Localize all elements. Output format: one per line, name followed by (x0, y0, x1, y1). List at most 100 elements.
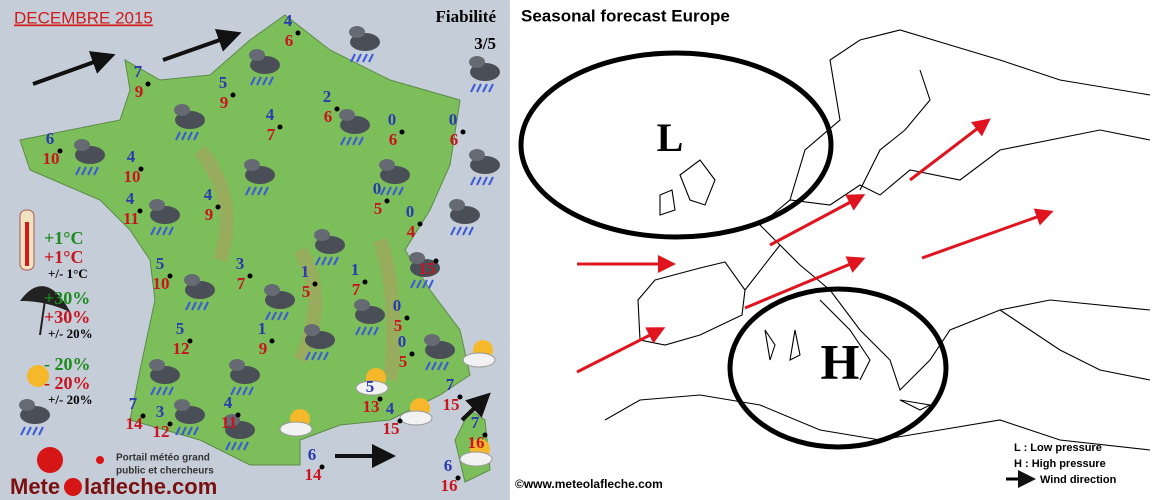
city (269, 338, 275, 344)
copyright: ©www.meteolafleche.com (515, 477, 663, 491)
city (404, 315, 410, 321)
cloud (355, 380, 389, 396)
city (319, 464, 325, 470)
reliability-label: Fiabilité (436, 7, 497, 26)
cloud (409, 252, 425, 264)
max-temp: 12 (173, 339, 190, 358)
city (167, 273, 173, 279)
high-pressure (727, 286, 949, 450)
rain (283, 311, 289, 321)
max-temp: 9 (259, 339, 268, 358)
min-temp: 7 (129, 394, 138, 413)
weather-icon (184, 274, 215, 311)
europe-title: Seasonal forecast Europe (521, 6, 730, 25)
rain (468, 226, 474, 236)
weather-icon (379, 159, 410, 196)
city (137, 208, 143, 214)
min-temp: 4 (126, 189, 135, 208)
rain (373, 326, 379, 336)
rain (356, 53, 362, 63)
brand: Mete (10, 474, 60, 499)
min-temp: 6 (444, 456, 453, 475)
rain (482, 83, 488, 93)
rain (156, 386, 162, 396)
min-temp: 0 (406, 202, 415, 221)
rain (251, 186, 257, 196)
cloud (224, 414, 240, 426)
cloud (264, 284, 280, 296)
min-temp: 5 (176, 319, 185, 338)
rain (162, 226, 168, 236)
legend-temperature: +1°C (44, 247, 83, 267)
max-temp: 10 (124, 167, 141, 186)
max-temp: 6 (324, 107, 333, 126)
weather-icon (174, 399, 205, 436)
rain (470, 83, 476, 93)
max-temp: 9 (135, 82, 144, 101)
rain (81, 166, 87, 176)
min-temp: 1 (351, 260, 360, 279)
rain (476, 176, 482, 186)
rain (265, 311, 271, 321)
logo-dot (64, 478, 82, 496)
legend-sunshine: +/- 20% (48, 392, 93, 407)
cloud (424, 334, 440, 346)
rain (191, 301, 197, 311)
legend-low: L : Low pressure (1014, 442, 1102, 454)
rain (327, 256, 333, 266)
cloud (462, 352, 496, 368)
rain (488, 176, 494, 186)
cloud (469, 56, 485, 68)
rain (482, 176, 488, 186)
weather-icon (354, 299, 385, 336)
city (145, 81, 151, 87)
city (409, 351, 415, 357)
rain (236, 386, 242, 396)
cloud (249, 49, 265, 61)
rain (231, 441, 237, 451)
weather-icon (449, 199, 480, 236)
max-temp: 7 (267, 125, 276, 144)
city (167, 421, 173, 427)
rain (150, 226, 156, 236)
rain (443, 361, 449, 371)
legend-sunshine: - 20% (44, 354, 91, 374)
max-temp: 11 (123, 209, 139, 228)
sun-icon (27, 365, 49, 387)
weather-icon (409, 252, 440, 289)
cloud (149, 359, 165, 371)
rain (257, 186, 263, 196)
thermometer-icon (25, 222, 29, 266)
rain (203, 301, 209, 311)
min-temp: 6 (308, 445, 317, 464)
rain (175, 426, 181, 436)
weather-icon (264, 284, 295, 321)
min-temp: 4 (127, 147, 136, 166)
tagline: public et chercheurs (116, 466, 214, 477)
rain (437, 361, 443, 371)
min-temp: 0 (393, 296, 402, 315)
rain (321, 256, 327, 266)
city (295, 30, 301, 36)
max-temp: 6 (389, 130, 398, 149)
min-temp: 2 (323, 87, 332, 106)
rain (317, 351, 323, 361)
min-temp: 7 (446, 375, 455, 394)
rain (315, 256, 321, 266)
rain (256, 76, 262, 86)
reliability: 3/5 (474, 34, 496, 53)
rain (87, 166, 93, 176)
max-temp: 7 (237, 274, 246, 293)
rain (422, 279, 428, 289)
rain (450, 226, 456, 236)
city (187, 338, 193, 344)
rain (245, 186, 251, 196)
rain (416, 279, 422, 289)
cloud (244, 159, 260, 171)
min-temp: 7 (471, 413, 480, 432)
weather-icon (149, 199, 180, 236)
max-temp: 14 (305, 465, 323, 484)
rain (26, 426, 32, 436)
min-temp: 7 (134, 62, 143, 81)
rain (428, 279, 434, 289)
